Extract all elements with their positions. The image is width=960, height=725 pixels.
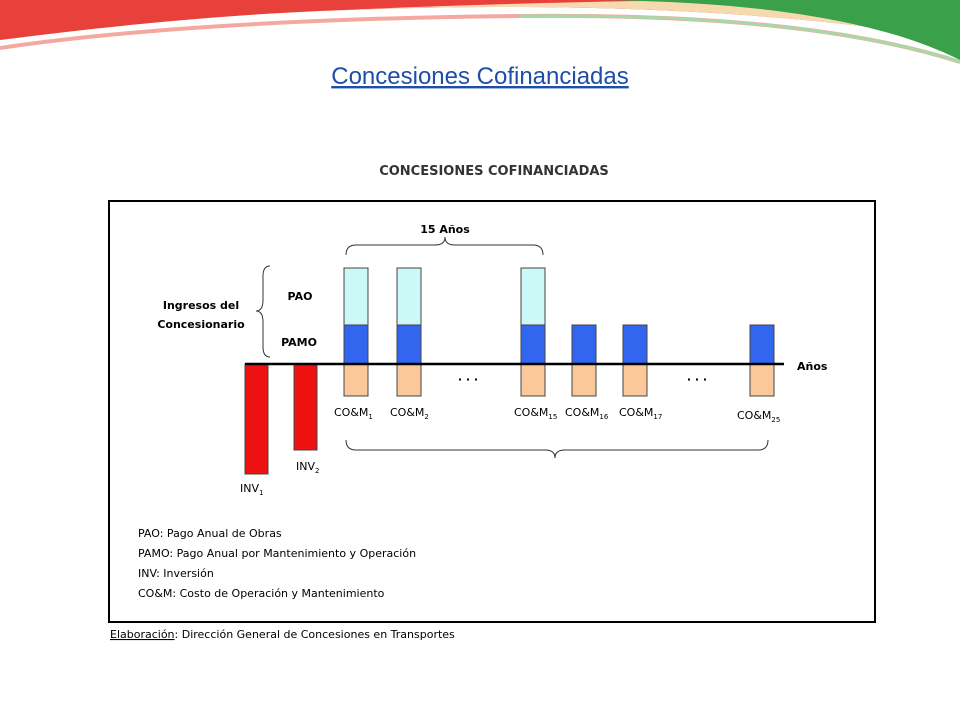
legend-line: CO&M: Costo de Operación y Mantenimiento (138, 587, 385, 600)
source-note: Elaboración: Dirección General de Conces… (110, 628, 455, 641)
income-label: Ingresos del (163, 299, 239, 312)
inv-label-base: INV (240, 482, 259, 495)
com-label-base: CO&M (390, 406, 424, 419)
com-label-base: CO&M (619, 406, 653, 419)
com-label-base: CO&M (565, 406, 599, 419)
pamo-bar (343, 324, 369, 365)
com-bar (749, 363, 775, 397)
inv-label: INV1 (240, 482, 263, 497)
pamo-bar (622, 324, 648, 365)
legend-line: PAO: Pago Anual de Obras (138, 527, 282, 540)
com-label: CO&M2 (390, 406, 429, 421)
com-label: CO&M1 (334, 406, 373, 421)
inv-label-sub: 2 (315, 467, 319, 475)
com-bar (343, 363, 369, 397)
com-label-sub: 17 (653, 413, 662, 421)
header-wave-green (600, 0, 960, 60)
com-bar (571, 363, 597, 397)
pamo-bar (749, 324, 775, 365)
inv-bar (244, 363, 269, 475)
pao-bar (343, 267, 369, 326)
com-label-base: CO&M (334, 406, 368, 419)
com-label-sub: 15 (548, 413, 557, 421)
diagram-title: CONCESIONES COFINANCIADAS (379, 164, 609, 179)
slide-title[interactable]: Concesiones Cofinanciadas (331, 63, 629, 90)
com-label: CO&M15 (514, 406, 557, 421)
com-label: CO&M25 (737, 409, 780, 424)
income-label: Concesionario (157, 318, 245, 331)
com-label-base: CO&M (737, 409, 771, 422)
brace-15-years (345, 236, 544, 256)
inv-label-sub: 1 (259, 489, 263, 497)
diagram-frame (108, 200, 876, 623)
source-text: : Dirección General de Concesiones en Tr… (175, 628, 456, 641)
legend-line: PAMO: Pago Anual por Mantenimiento y Ope… (138, 547, 416, 560)
com-bar (622, 363, 648, 397)
com-label: CO&M17 (619, 406, 662, 421)
legend-line: INV: Inversión (138, 567, 214, 580)
ellipsis: · · · (458, 373, 478, 386)
brace-income (255, 265, 271, 358)
source-label: Elaboración (110, 628, 175, 641)
com-label-base: CO&M (514, 406, 548, 419)
pamo-bar (396, 324, 422, 365)
com-bars (343, 363, 775, 397)
pamo-bar (571, 324, 597, 365)
com-label-sub: 16 (599, 413, 608, 421)
pamo-bars (343, 324, 775, 365)
com-label: CO&M16 (565, 406, 609, 421)
inv-bar (293, 363, 318, 451)
inv-label-base: INV (296, 460, 315, 473)
period-label: 15 Años (420, 223, 470, 236)
pao-bar (396, 267, 422, 326)
pao-bars (343, 267, 546, 326)
pamo-bar (520, 324, 546, 365)
com-label-sub: 2 (424, 413, 428, 421)
com-label-sub: 1 (368, 413, 372, 421)
pao-bar (520, 267, 546, 326)
pao-label: PAO (288, 290, 313, 303)
com-bar (520, 363, 546, 397)
pamo-label: PAMO (281, 336, 317, 349)
ellipsis: · · · (687, 373, 707, 386)
axis-label: Años (797, 360, 828, 373)
com-label-sub: 25 (771, 416, 780, 424)
com-bar (396, 363, 422, 397)
header-stripe-green (519, 14, 960, 64)
brace-operation (345, 439, 769, 459)
inv-label: INV2 (296, 460, 319, 475)
